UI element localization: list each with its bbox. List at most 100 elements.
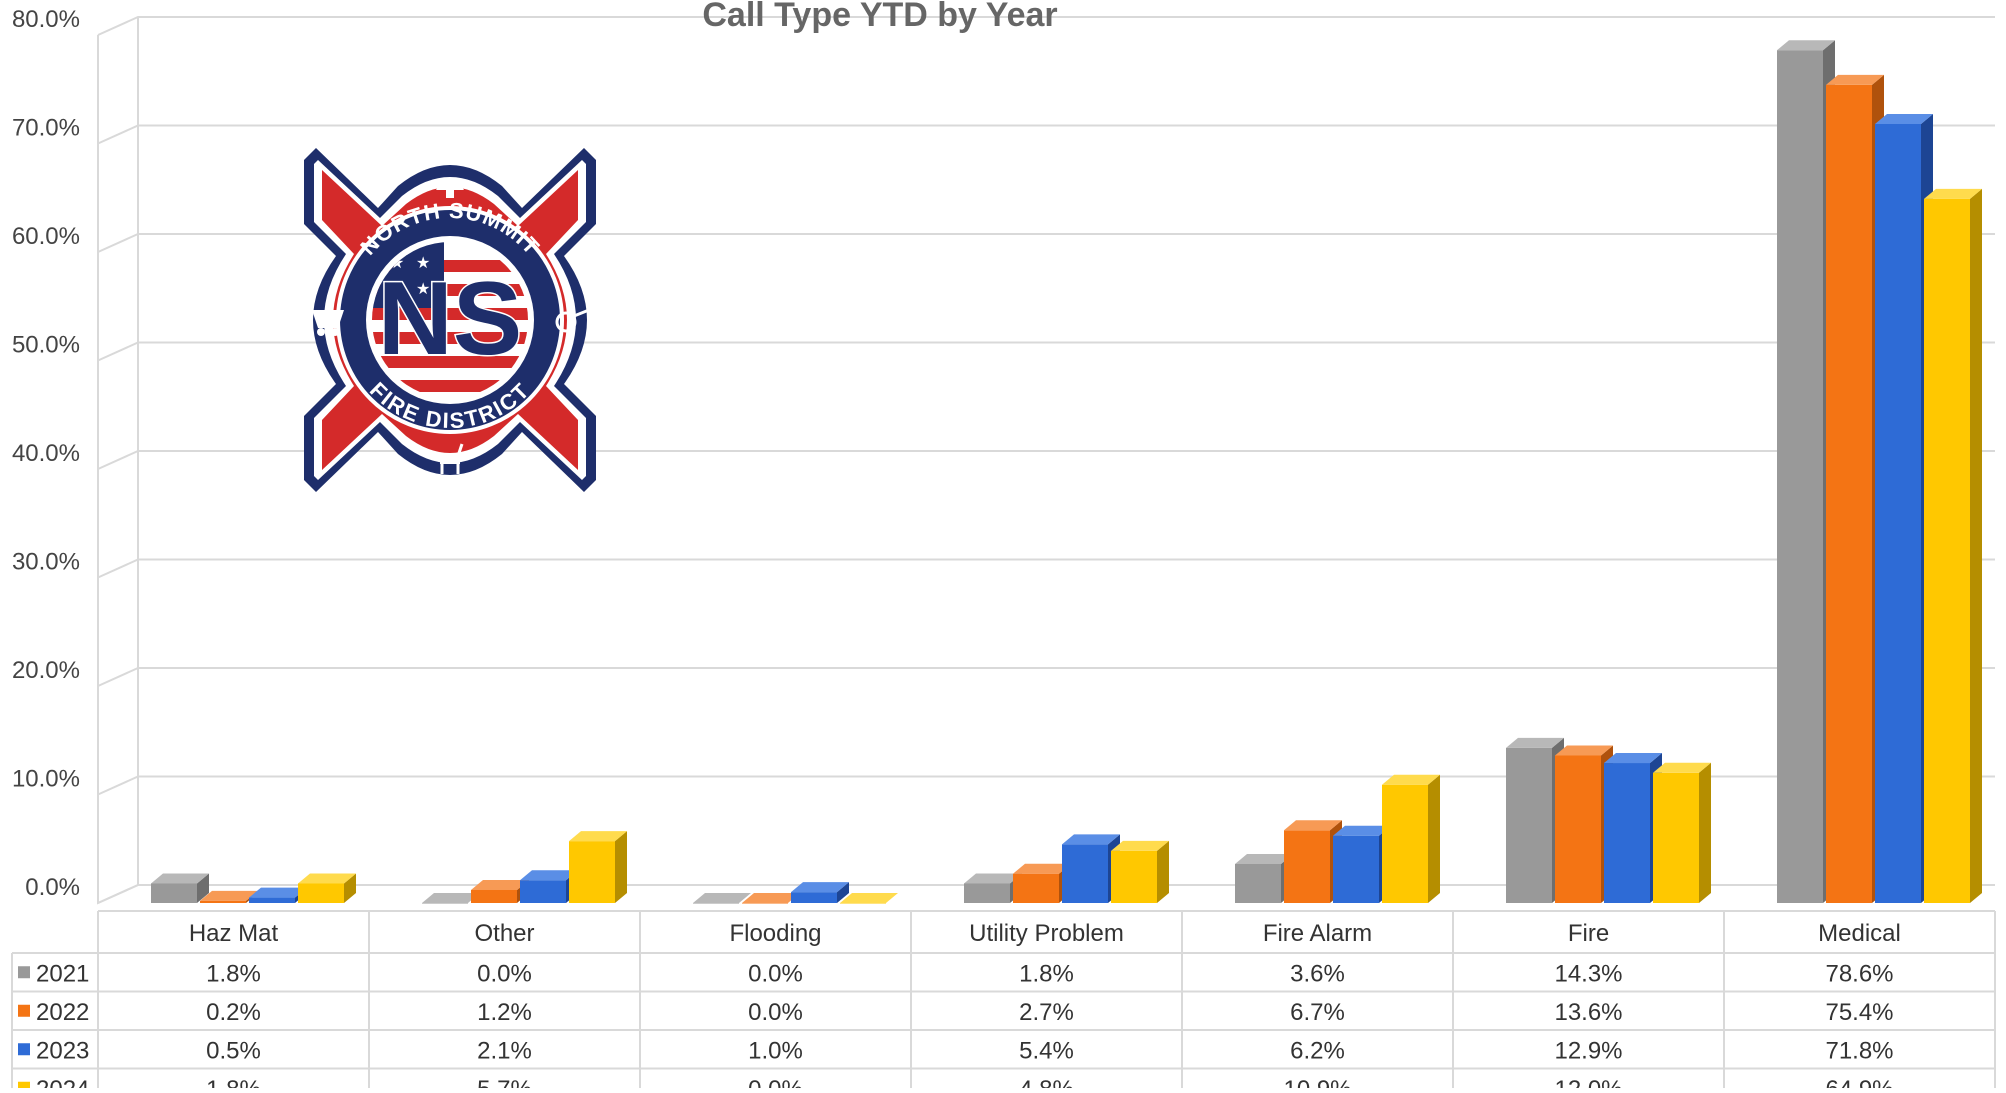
bar-front <box>791 892 837 903</box>
gridline <box>97 558 1995 579</box>
bar-front <box>471 889 517 903</box>
bar <box>742 893 800 904</box>
bar-front <box>742 903 788 904</box>
table-cell: 12.9% <box>1554 1037 1622 1064</box>
table-cell: 2.1% <box>477 1037 532 1064</box>
y-tick-label: 70.0% <box>12 115 80 142</box>
table-cell: 0.0% <box>748 999 803 1026</box>
bar-front <box>1382 784 1428 903</box>
bar-top <box>520 870 578 881</box>
bar-front <box>1653 772 1699 903</box>
table-cell: 5.7% <box>477 1076 532 1088</box>
y-tick-label: 40.0% <box>12 440 80 467</box>
category-label: Medical <box>1818 920 1901 947</box>
bar-top <box>742 893 800 903</box>
bar-front <box>840 903 886 904</box>
bar <box>840 893 898 904</box>
bar-front <box>422 903 468 904</box>
category-label: Fire <box>1568 920 1609 947</box>
table-cell: 6.2% <box>1290 1037 1345 1064</box>
gridline <box>97 450 1995 470</box>
table-cell: 1.2% <box>477 999 532 1026</box>
bar <box>422 893 480 904</box>
bar-front <box>298 883 344 903</box>
bar <box>1382 774 1440 903</box>
y-axis-ticks: 0.0% 10.0% 20.0% 30.0% 40.0% 50.0% 60.0% 70.0% 8… <box>12 6 80 901</box>
bar <box>791 882 849 903</box>
y-tick-label: 0.0% <box>25 874 80 901</box>
bar-side <box>1157 840 1169 903</box>
table-cell: 1.0% <box>748 1037 803 1064</box>
bar <box>1111 840 1169 903</box>
category-label: Flooding <box>729 920 821 947</box>
legend-swatch <box>18 966 30 979</box>
table-cell: 13.6% <box>1554 999 1622 1026</box>
bar-front <box>1604 763 1650 903</box>
bar-side <box>344 873 356 903</box>
north-summit-fire-district-logo: ★ ★ ★ ★ NS NORTH SUMMIT FIRE DISTRICT <box>304 148 600 492</box>
bar-top <box>1111 840 1169 851</box>
bar-top <box>298 873 356 884</box>
bar-top <box>1653 762 1711 773</box>
gridlines <box>97 16 1995 905</box>
table-cell: 1.8% <box>1019 960 1074 987</box>
bar-top <box>1235 853 1293 864</box>
bar-side <box>197 873 209 903</box>
gridline <box>97 667 1995 687</box>
bar-front <box>200 900 246 903</box>
legend-label: 2021 <box>36 960 89 987</box>
table-cell: 1.8% <box>206 1076 261 1088</box>
bar-top <box>471 879 529 890</box>
bar-side <box>1699 762 1711 903</box>
bar-front <box>1333 835 1379 903</box>
y-tick-label: 60.0% <box>12 223 80 250</box>
legend-swatch <box>18 1081 30 1093</box>
bar-top <box>1013 863 1071 874</box>
bar <box>1653 762 1711 903</box>
svg-text:★: ★ <box>416 281 430 298</box>
bar-top <box>693 893 751 903</box>
table-cell: 0.2% <box>206 999 261 1026</box>
bar-top <box>1604 753 1662 764</box>
bar-top <box>1333 825 1391 836</box>
bar-top <box>1382 774 1440 785</box>
table-cell: 0.0% <box>477 960 532 987</box>
bar-front <box>693 903 739 904</box>
bar-front <box>1111 850 1157 903</box>
bar-side <box>615 831 627 903</box>
table-cell: 10.9% <box>1283 1076 1351 1088</box>
bar-front <box>1875 123 1921 904</box>
bar-top <box>840 893 898 903</box>
bar-side <box>1970 188 1982 903</box>
bar-top <box>1062 834 1120 845</box>
table-cell: 78.6% <box>1825 960 1893 987</box>
table-cell: 12.0% <box>1554 1076 1622 1088</box>
table-cell: 75.4% <box>1825 999 1893 1026</box>
svg-text:★: ★ <box>390 281 404 298</box>
bar <box>151 873 209 903</box>
left-wall <box>97 17 139 905</box>
svg-text:★: ★ <box>416 255 430 272</box>
legend-label: 2023 <box>36 1037 89 1064</box>
y-tick-label: 10.0% <box>12 766 80 793</box>
bar-front <box>1235 863 1281 903</box>
logo-headdress-icon <box>436 179 464 198</box>
bar-top <box>151 873 209 884</box>
table-cell: 0.5% <box>206 1037 261 1064</box>
y-tick-label: 50.0% <box>12 332 80 359</box>
bar-top <box>1777 40 1835 51</box>
bar-front <box>569 841 615 903</box>
bar <box>1924 188 1982 903</box>
bar-front <box>964 883 1010 903</box>
bar-top <box>249 887 307 898</box>
table-cell: 0.0% <box>748 960 803 987</box>
bar <box>569 831 627 903</box>
table-cell: 2.7% <box>1019 999 1074 1026</box>
bar-side <box>837 882 849 903</box>
category-label: Utility Problem <box>969 920 1124 947</box>
table-cell: 1.8% <box>206 960 261 987</box>
bar-front <box>1013 873 1059 903</box>
chart-title: Call Type YTD by Year <box>702 0 1057 34</box>
bar-front <box>1062 844 1108 903</box>
